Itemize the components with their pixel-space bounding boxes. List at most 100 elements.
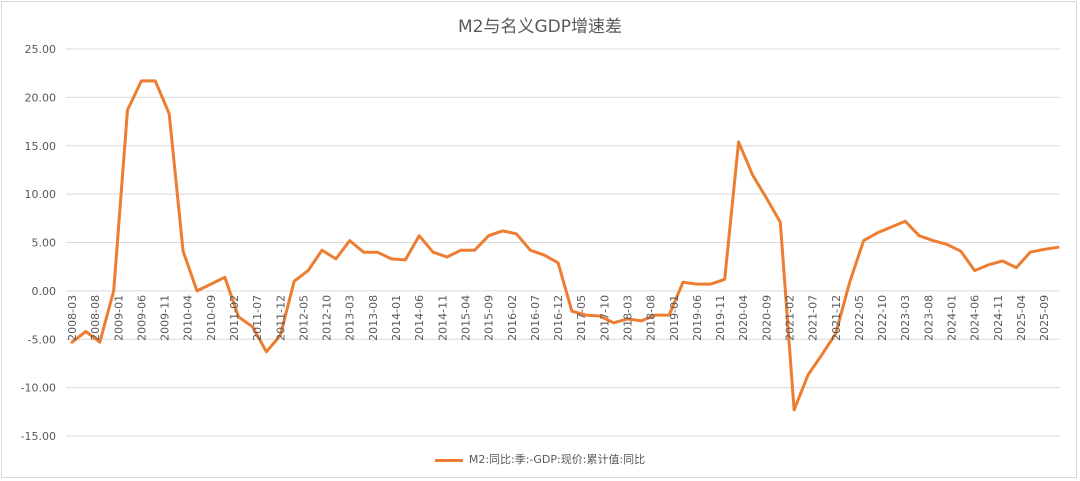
data-point xyxy=(348,239,351,242)
x-tick-label: 2009-06 xyxy=(135,295,148,341)
x-tick-label: 2023-08 xyxy=(922,295,935,341)
x-tick-label: 2021-02 xyxy=(784,295,797,341)
x-tick-label: 2023-03 xyxy=(899,295,912,341)
chart-legend: M2:同比:季:-GDP:现价:累计值:同比 xyxy=(0,451,1080,467)
data-point xyxy=(334,257,337,260)
data-point xyxy=(154,79,157,82)
data-point xyxy=(779,221,782,224)
x-tick-label: 2014-01 xyxy=(390,295,403,341)
data-point xyxy=(723,278,726,281)
x-tick-label: 2024-01 xyxy=(946,295,959,341)
data-point xyxy=(196,289,199,292)
data-point xyxy=(543,254,546,257)
data-point xyxy=(876,231,879,234)
x-tick-label: 2017-05 xyxy=(575,295,588,341)
data-point xyxy=(404,258,407,261)
data-point xyxy=(1015,266,1018,269)
data-point xyxy=(168,112,171,115)
data-point xyxy=(807,374,810,377)
data-point xyxy=(390,257,393,260)
data-point xyxy=(1057,246,1060,249)
x-tick-label: 2022-05 xyxy=(853,295,866,341)
data-point xyxy=(501,229,504,232)
y-tick-label: 10.00 xyxy=(25,188,57,201)
legend-swatch xyxy=(434,458,463,462)
x-tick-label: 2016-07 xyxy=(529,295,542,341)
data-point xyxy=(321,249,324,252)
data-point xyxy=(890,226,893,229)
data-point xyxy=(515,232,518,235)
data-point xyxy=(432,251,435,254)
x-tick-label: 2020-09 xyxy=(760,295,773,341)
x-tick-label: 2025-04 xyxy=(1015,295,1028,341)
x-tick-label: 2019-06 xyxy=(691,295,704,341)
data-point xyxy=(612,321,615,324)
x-tick-label: 2009-01 xyxy=(112,295,125,341)
x-tick-label: 2016-12 xyxy=(552,295,565,341)
x-tick-label: 2013-03 xyxy=(344,295,357,341)
data-point xyxy=(418,234,421,237)
x-tick-label: 2011-02 xyxy=(228,295,241,341)
data-point xyxy=(932,239,935,242)
data-point xyxy=(140,79,143,82)
y-tick-label: 5.00 xyxy=(32,237,57,250)
data-point xyxy=(862,239,865,242)
data-point xyxy=(918,234,921,237)
data-point xyxy=(765,197,768,200)
data-point xyxy=(126,109,129,112)
data-point xyxy=(487,234,490,237)
x-tick-label: 2008-03 xyxy=(66,295,79,341)
data-point xyxy=(709,283,712,286)
data-point xyxy=(682,281,685,284)
data-point xyxy=(1029,251,1032,254)
x-tick-label: 2017-10 xyxy=(598,295,611,341)
x-tick-label: 2021-12 xyxy=(830,295,843,341)
series-line xyxy=(70,79,1060,412)
data-point xyxy=(557,261,560,264)
x-tick-label: 2024-06 xyxy=(969,295,982,341)
x-tick-label: 2018-08 xyxy=(645,295,658,341)
chart-title: M2与名义GDP增速差 xyxy=(458,17,622,37)
x-tick-label: 2019-01 xyxy=(668,295,681,341)
x-tick-label: 2011-12 xyxy=(274,295,287,341)
data-point xyxy=(987,263,990,266)
data-point xyxy=(362,251,365,254)
data-point xyxy=(293,280,296,283)
y-tick-label: -10.00 xyxy=(21,382,56,395)
data-point xyxy=(793,408,796,411)
data-point xyxy=(640,319,643,322)
x-tick-label: 2022-10 xyxy=(876,295,889,341)
x-tick-label: 2018-03 xyxy=(622,295,635,341)
data-point xyxy=(265,350,268,353)
x-tick-label: 2012-05 xyxy=(298,295,311,341)
x-tick-label: 2013-08 xyxy=(367,295,380,341)
x-tick-label: 2015-04 xyxy=(460,295,473,341)
data-point xyxy=(820,353,823,356)
x-tick-label: 2024-11 xyxy=(992,295,1005,341)
data-point xyxy=(209,283,212,286)
x-tick-label: 2019-11 xyxy=(714,295,727,341)
data-point xyxy=(945,243,948,246)
x-tick-label: 2014-11 xyxy=(436,295,449,341)
y-tick-label: 25.00 xyxy=(25,43,57,56)
data-point xyxy=(973,269,976,272)
x-tick-label: 2010-09 xyxy=(205,295,218,341)
x-tick-label: 2011-07 xyxy=(251,295,264,341)
x-tick-label: 2025-09 xyxy=(1038,295,1051,341)
data-point xyxy=(1001,259,1004,262)
data-point xyxy=(182,250,185,253)
y-tick-label: 0.00 xyxy=(32,285,57,298)
y-tick-label: 20.00 xyxy=(25,91,57,104)
x-tick-label: 2010-04 xyxy=(182,295,195,341)
data-point xyxy=(570,310,573,313)
x-tick-label: 2020-04 xyxy=(737,295,750,341)
y-tick-label: -5.00 xyxy=(28,333,56,346)
data-point xyxy=(959,250,962,253)
data-point xyxy=(695,283,698,286)
x-tick-label: 2015-09 xyxy=(483,295,496,341)
data-point xyxy=(307,269,310,272)
x-tick-label: 2016-02 xyxy=(506,295,519,341)
x-tick-label: 2008-08 xyxy=(89,295,102,341)
